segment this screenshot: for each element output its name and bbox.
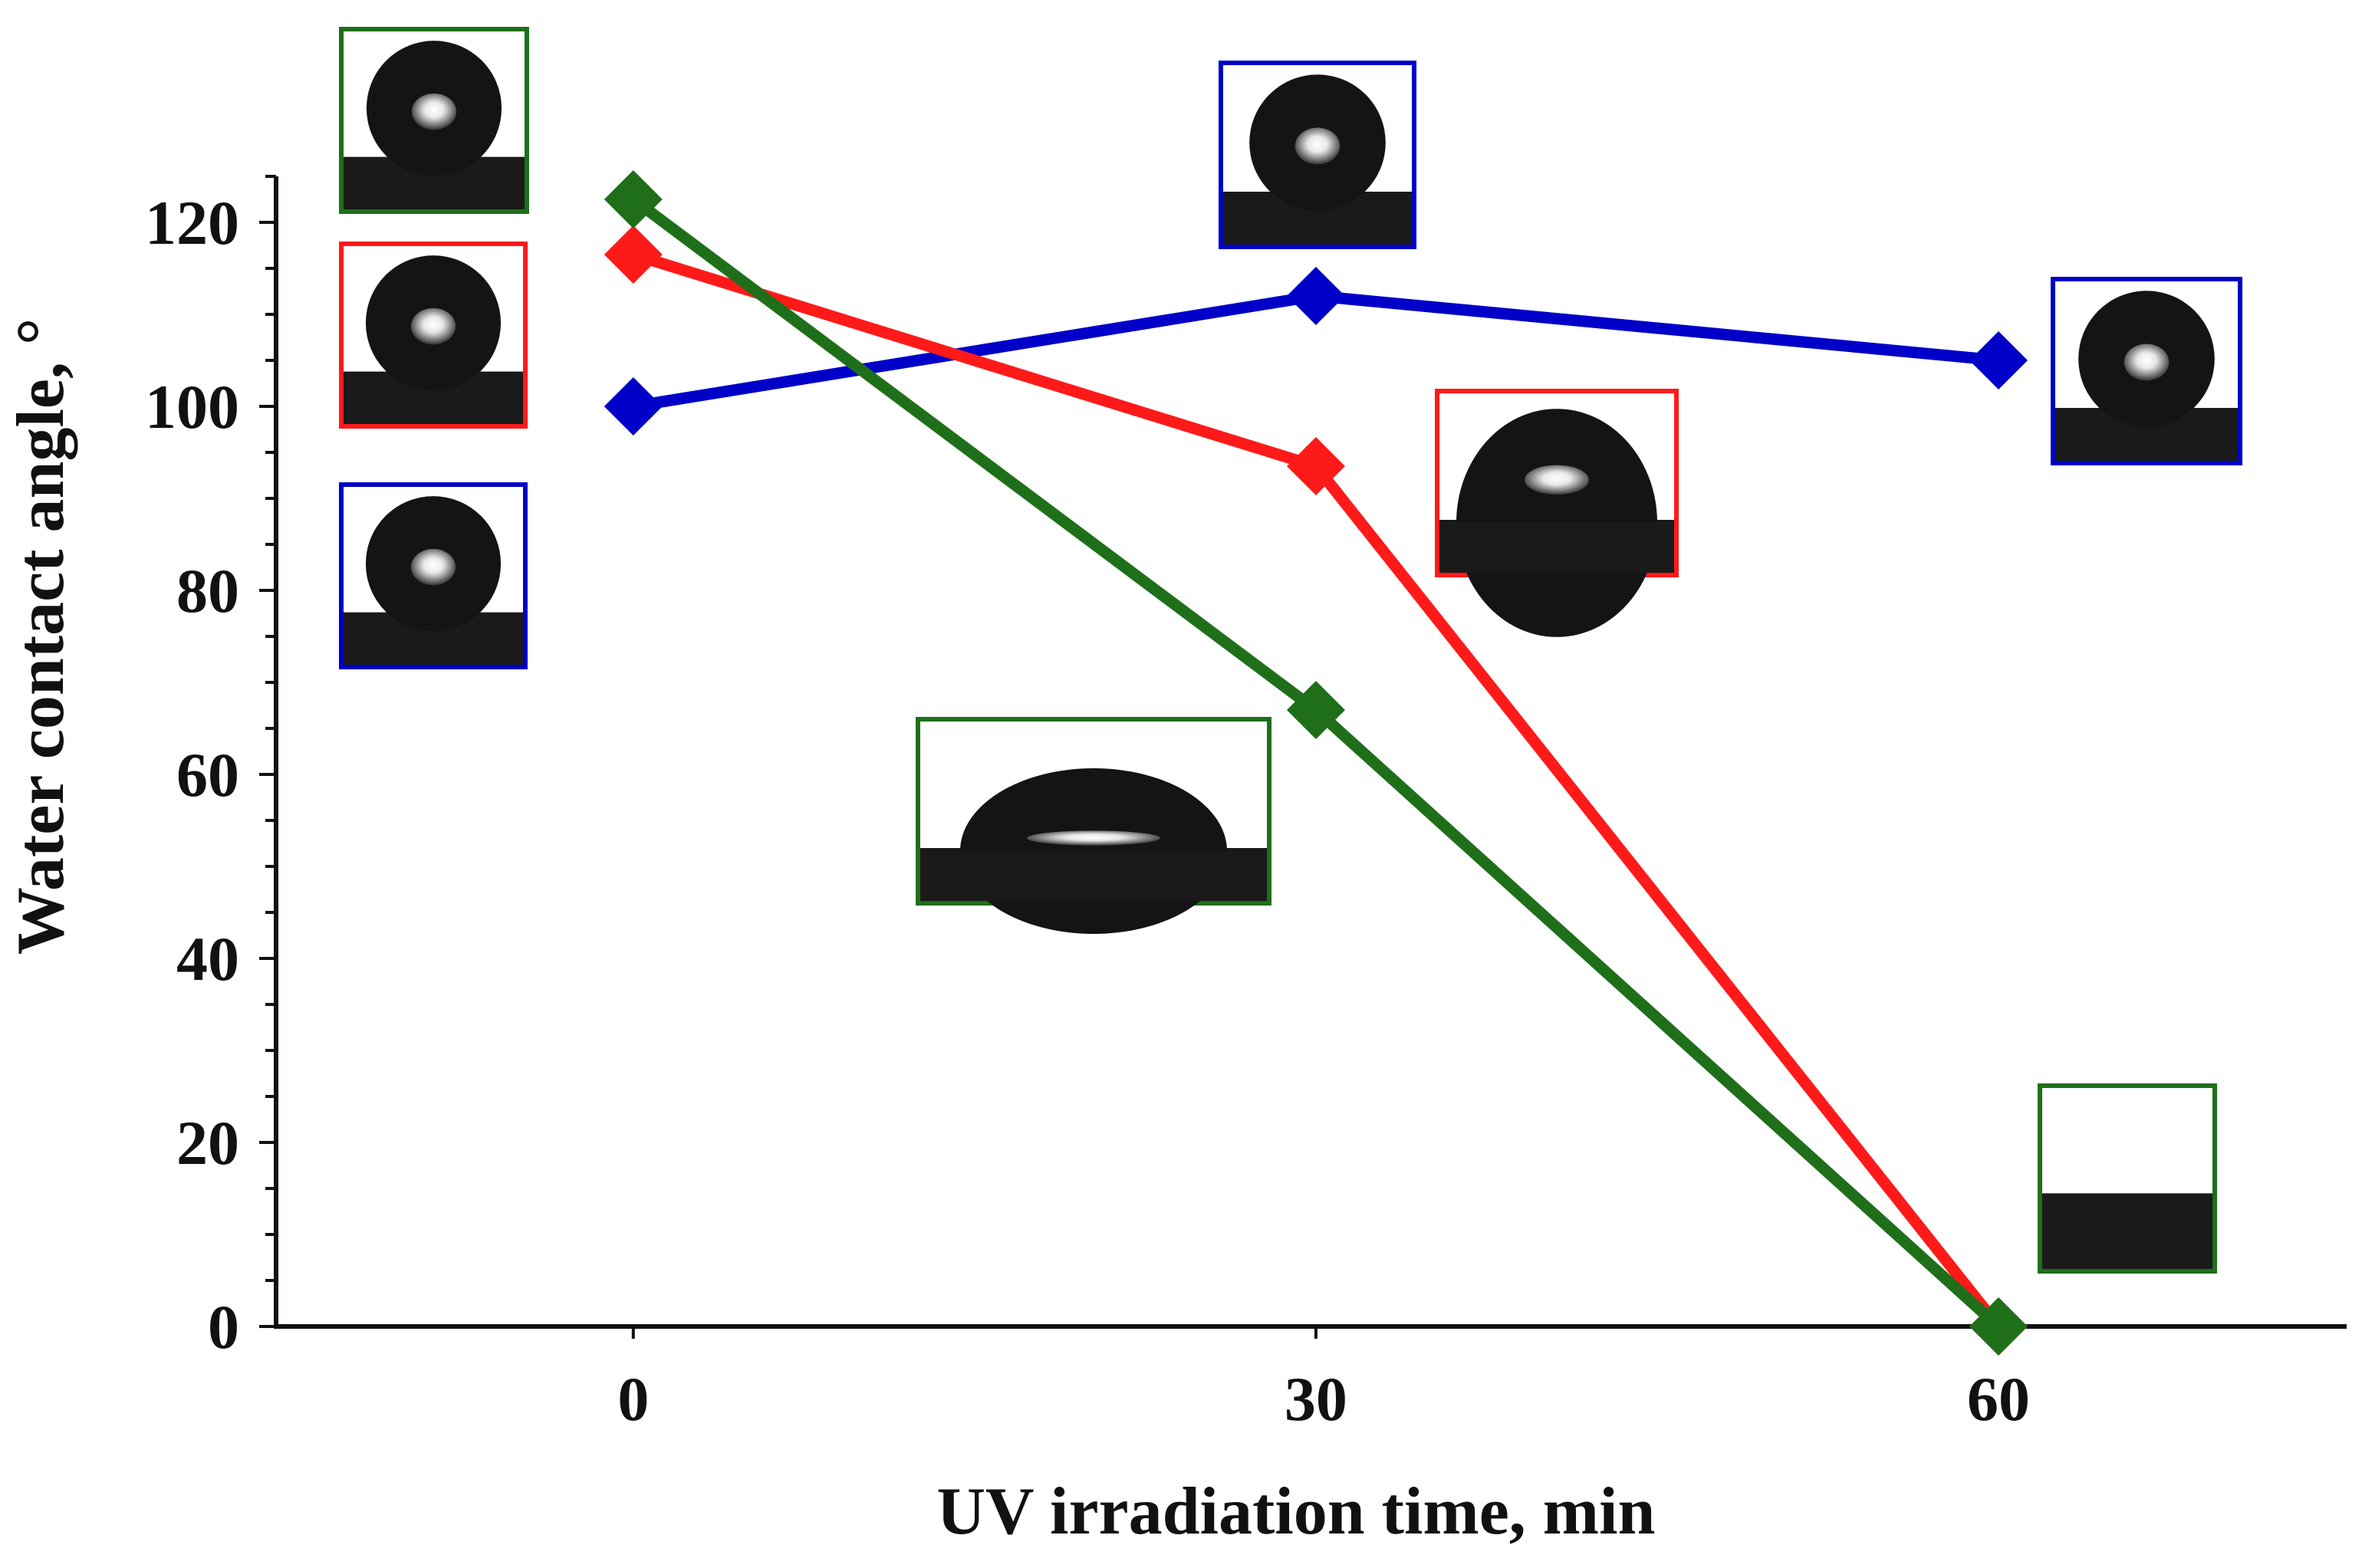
data-point (604, 225, 663, 284)
series (604, 267, 2028, 436)
droplet-inset (2051, 277, 2242, 465)
x-tick-label: 0 (617, 1364, 649, 1434)
axes: 0 20 40 60 80 100 120 0 30 60 (145, 175, 2347, 1434)
x-tick-label: 30 (1285, 1364, 1347, 1434)
y-tick-label: 80 (176, 556, 239, 626)
x-tick-label: 60 (1967, 1364, 2030, 1434)
data-point (604, 377, 663, 436)
data-point (1286, 437, 1345, 495)
y-tick-label: 0 (208, 1292, 239, 1362)
data-point (1969, 331, 2028, 390)
x-axis-title: UV irradiation time, min (937, 1474, 1656, 1549)
series (604, 170, 2028, 1356)
y-tick-label: 60 (176, 740, 239, 810)
droplet-inset (916, 717, 1271, 934)
droplet-inset (339, 482, 528, 669)
droplet-inset (1435, 389, 1679, 637)
droplet-inset (339, 27, 529, 214)
series (604, 225, 2028, 1356)
droplet-insets (339, 27, 2242, 1274)
y-tick-label: 100 (145, 372, 239, 442)
data-point (1286, 681, 1345, 739)
droplet-inset (1219, 61, 1416, 249)
droplet-inset (2038, 1083, 2217, 1274)
data-point (1286, 267, 1345, 325)
series-line (631, 248, 2003, 1330)
series-lines (604, 170, 2028, 1356)
axis-labels: UV irradiation time, min Water contact a… (4, 318, 1655, 1549)
droplet-inset (339, 242, 528, 429)
y-axis-title: Water contact angle, ° (4, 318, 78, 955)
y-tick-label: 120 (145, 188, 239, 258)
y-tick-label: 20 (176, 1108, 239, 1178)
y-tick-label: 40 (176, 924, 239, 994)
data-point (604, 170, 663, 228)
data-point (1969, 1297, 2028, 1356)
